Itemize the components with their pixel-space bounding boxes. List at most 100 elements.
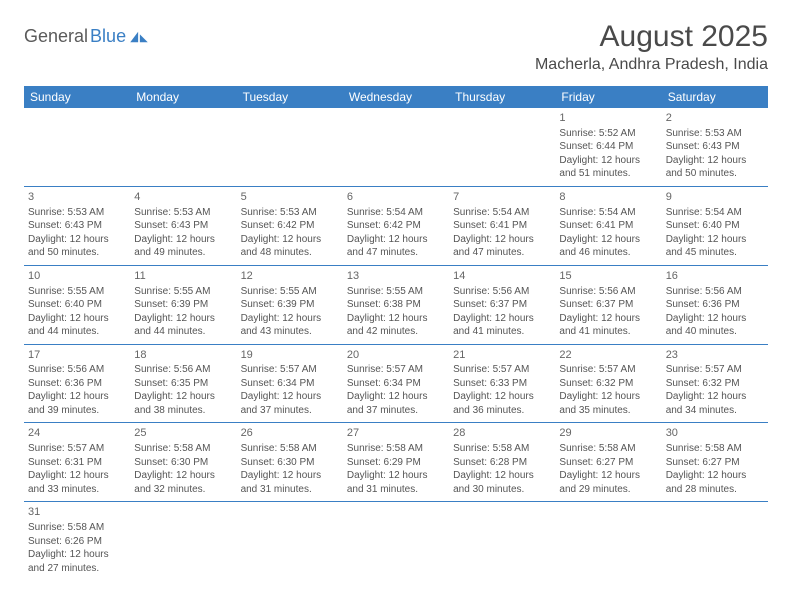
sunset-line: Sunset: 6:35 PM [134,377,232,391]
daylight-line: Daylight: 12 hours and 27 minutes. [28,548,126,575]
sunrise-line: Sunrise: 5:57 AM [453,363,551,377]
sunrise-line: Sunrise: 5:56 AM [559,285,657,299]
daylight-line: Daylight: 12 hours and 45 minutes. [666,233,764,260]
sunrise-line: Sunrise: 5:56 AM [134,363,232,377]
calendar-cell: 11Sunrise: 5:55 AMSunset: 6:39 PMDayligh… [130,265,236,344]
day-number: 28 [453,426,551,441]
sunrise-line: Sunrise: 5:54 AM [347,206,445,220]
weekday-header: Monday [130,86,236,108]
daylight-line: Daylight: 12 hours and 36 minutes. [453,390,551,417]
daylight-line: Daylight: 12 hours and 28 minutes. [666,469,764,496]
sunrise-line: Sunrise: 5:58 AM [28,521,126,535]
daylight-line: Daylight: 12 hours and 44 minutes. [134,312,232,339]
weekday-header: Thursday [449,86,555,108]
sunset-line: Sunset: 6:36 PM [666,298,764,312]
sunrise-line: Sunrise: 5:53 AM [241,206,339,220]
weekday-header: Saturday [662,86,768,108]
calendar-cell: 16Sunrise: 5:56 AMSunset: 6:36 PMDayligh… [662,265,768,344]
day-number: 23 [666,348,764,363]
sunset-line: Sunset: 6:39 PM [134,298,232,312]
calendar-cell [237,502,343,580]
calendar-cell: 20Sunrise: 5:57 AMSunset: 6:34 PMDayligh… [343,344,449,423]
daylight-line: Daylight: 12 hours and 31 minutes. [241,469,339,496]
calendar-cell: 31Sunrise: 5:58 AMSunset: 6:26 PMDayligh… [24,502,130,580]
calendar-cell [24,108,130,186]
daylight-line: Daylight: 12 hours and 43 minutes. [241,312,339,339]
day-number: 5 [241,190,339,205]
daylight-line: Daylight: 12 hours and 47 minutes. [453,233,551,260]
day-number: 22 [559,348,657,363]
daylight-line: Daylight: 12 hours and 34 minutes. [666,390,764,417]
day-number: 1 [559,111,657,126]
location-subtitle: Macherla, Andhra Pradesh, India [535,56,768,74]
calendar-cell: 27Sunrise: 5:58 AMSunset: 6:29 PMDayligh… [343,423,449,502]
calendar-cell: 4Sunrise: 5:53 AMSunset: 6:43 PMDaylight… [130,186,236,265]
sunset-line: Sunset: 6:27 PM [666,456,764,470]
logo-text-blue: Blue [90,26,126,47]
day-number: 21 [453,348,551,363]
calendar-cell: 30Sunrise: 5:58 AMSunset: 6:27 PMDayligh… [662,423,768,502]
sunrise-line: Sunrise: 5:58 AM [134,442,232,456]
calendar-cell: 3Sunrise: 5:53 AMSunset: 6:43 PMDaylight… [24,186,130,265]
day-number: 2 [666,111,764,126]
sunrise-line: Sunrise: 5:56 AM [666,285,764,299]
day-number: 15 [559,269,657,284]
sunset-line: Sunset: 6:44 PM [559,140,657,154]
calendar-cell: 13Sunrise: 5:55 AMSunset: 6:38 PMDayligh… [343,265,449,344]
sunrise-line: Sunrise: 5:57 AM [559,363,657,377]
day-number: 27 [347,426,445,441]
day-number: 9 [666,190,764,205]
sunset-line: Sunset: 6:41 PM [559,219,657,233]
sunrise-line: Sunrise: 5:55 AM [28,285,126,299]
sunrise-line: Sunrise: 5:55 AM [347,285,445,299]
sunset-line: Sunset: 6:42 PM [241,219,339,233]
sunset-line: Sunset: 6:41 PM [453,219,551,233]
sunrise-line: Sunrise: 5:54 AM [666,206,764,220]
sunset-line: Sunset: 6:32 PM [666,377,764,391]
sunset-line: Sunset: 6:40 PM [666,219,764,233]
calendar-cell: 1Sunrise: 5:52 AMSunset: 6:44 PMDaylight… [555,108,661,186]
daylight-line: Daylight: 12 hours and 47 minutes. [347,233,445,260]
day-number: 25 [134,426,232,441]
sunset-line: Sunset: 6:34 PM [347,377,445,391]
calendar-cell [449,108,555,186]
sunrise-line: Sunrise: 5:57 AM [666,363,764,377]
daylight-line: Daylight: 12 hours and 32 minutes. [134,469,232,496]
sunrise-line: Sunrise: 5:57 AM [241,363,339,377]
calendar-cell: 19Sunrise: 5:57 AMSunset: 6:34 PMDayligh… [237,344,343,423]
sunset-line: Sunset: 6:37 PM [453,298,551,312]
daylight-line: Daylight: 12 hours and 50 minutes. [666,154,764,181]
calendar-cell: 25Sunrise: 5:58 AMSunset: 6:30 PMDayligh… [130,423,236,502]
day-number: 26 [241,426,339,441]
daylight-line: Daylight: 12 hours and 42 minutes. [347,312,445,339]
day-number: 20 [347,348,445,363]
sunset-line: Sunset: 6:40 PM [28,298,126,312]
daylight-line: Daylight: 12 hours and 33 minutes. [28,469,126,496]
day-number: 16 [666,269,764,284]
sunrise-line: Sunrise: 5:58 AM [347,442,445,456]
daylight-line: Daylight: 12 hours and 30 minutes. [453,469,551,496]
month-title: August 2025 [535,20,768,54]
daylight-line: Daylight: 12 hours and 44 minutes. [28,312,126,339]
daylight-line: Daylight: 12 hours and 51 minutes. [559,154,657,181]
calendar-cell: 24Sunrise: 5:57 AMSunset: 6:31 PMDayligh… [24,423,130,502]
calendar-cell: 2Sunrise: 5:53 AMSunset: 6:43 PMDaylight… [662,108,768,186]
calendar-header-row: SundayMondayTuesdayWednesdayThursdayFrid… [24,86,768,108]
day-number: 30 [666,426,764,441]
logo: General Blue [24,26,148,47]
weekday-header: Sunday [24,86,130,108]
day-number: 29 [559,426,657,441]
calendar-cell [237,108,343,186]
sunset-line: Sunset: 6:29 PM [347,456,445,470]
calendar-cell [130,108,236,186]
sunrise-line: Sunrise: 5:55 AM [134,285,232,299]
sunrise-line: Sunrise: 5:58 AM [241,442,339,456]
day-number: 14 [453,269,551,284]
calendar-cell: 26Sunrise: 5:58 AMSunset: 6:30 PMDayligh… [237,423,343,502]
sunrise-line: Sunrise: 5:56 AM [453,285,551,299]
sunrise-line: Sunrise: 5:56 AM [28,363,126,377]
calendar-cell: 17Sunrise: 5:56 AMSunset: 6:36 PMDayligh… [24,344,130,423]
daylight-line: Daylight: 12 hours and 40 minutes. [666,312,764,339]
calendar-cell: 18Sunrise: 5:56 AMSunset: 6:35 PMDayligh… [130,344,236,423]
calendar-cell: 8Sunrise: 5:54 AMSunset: 6:41 PMDaylight… [555,186,661,265]
